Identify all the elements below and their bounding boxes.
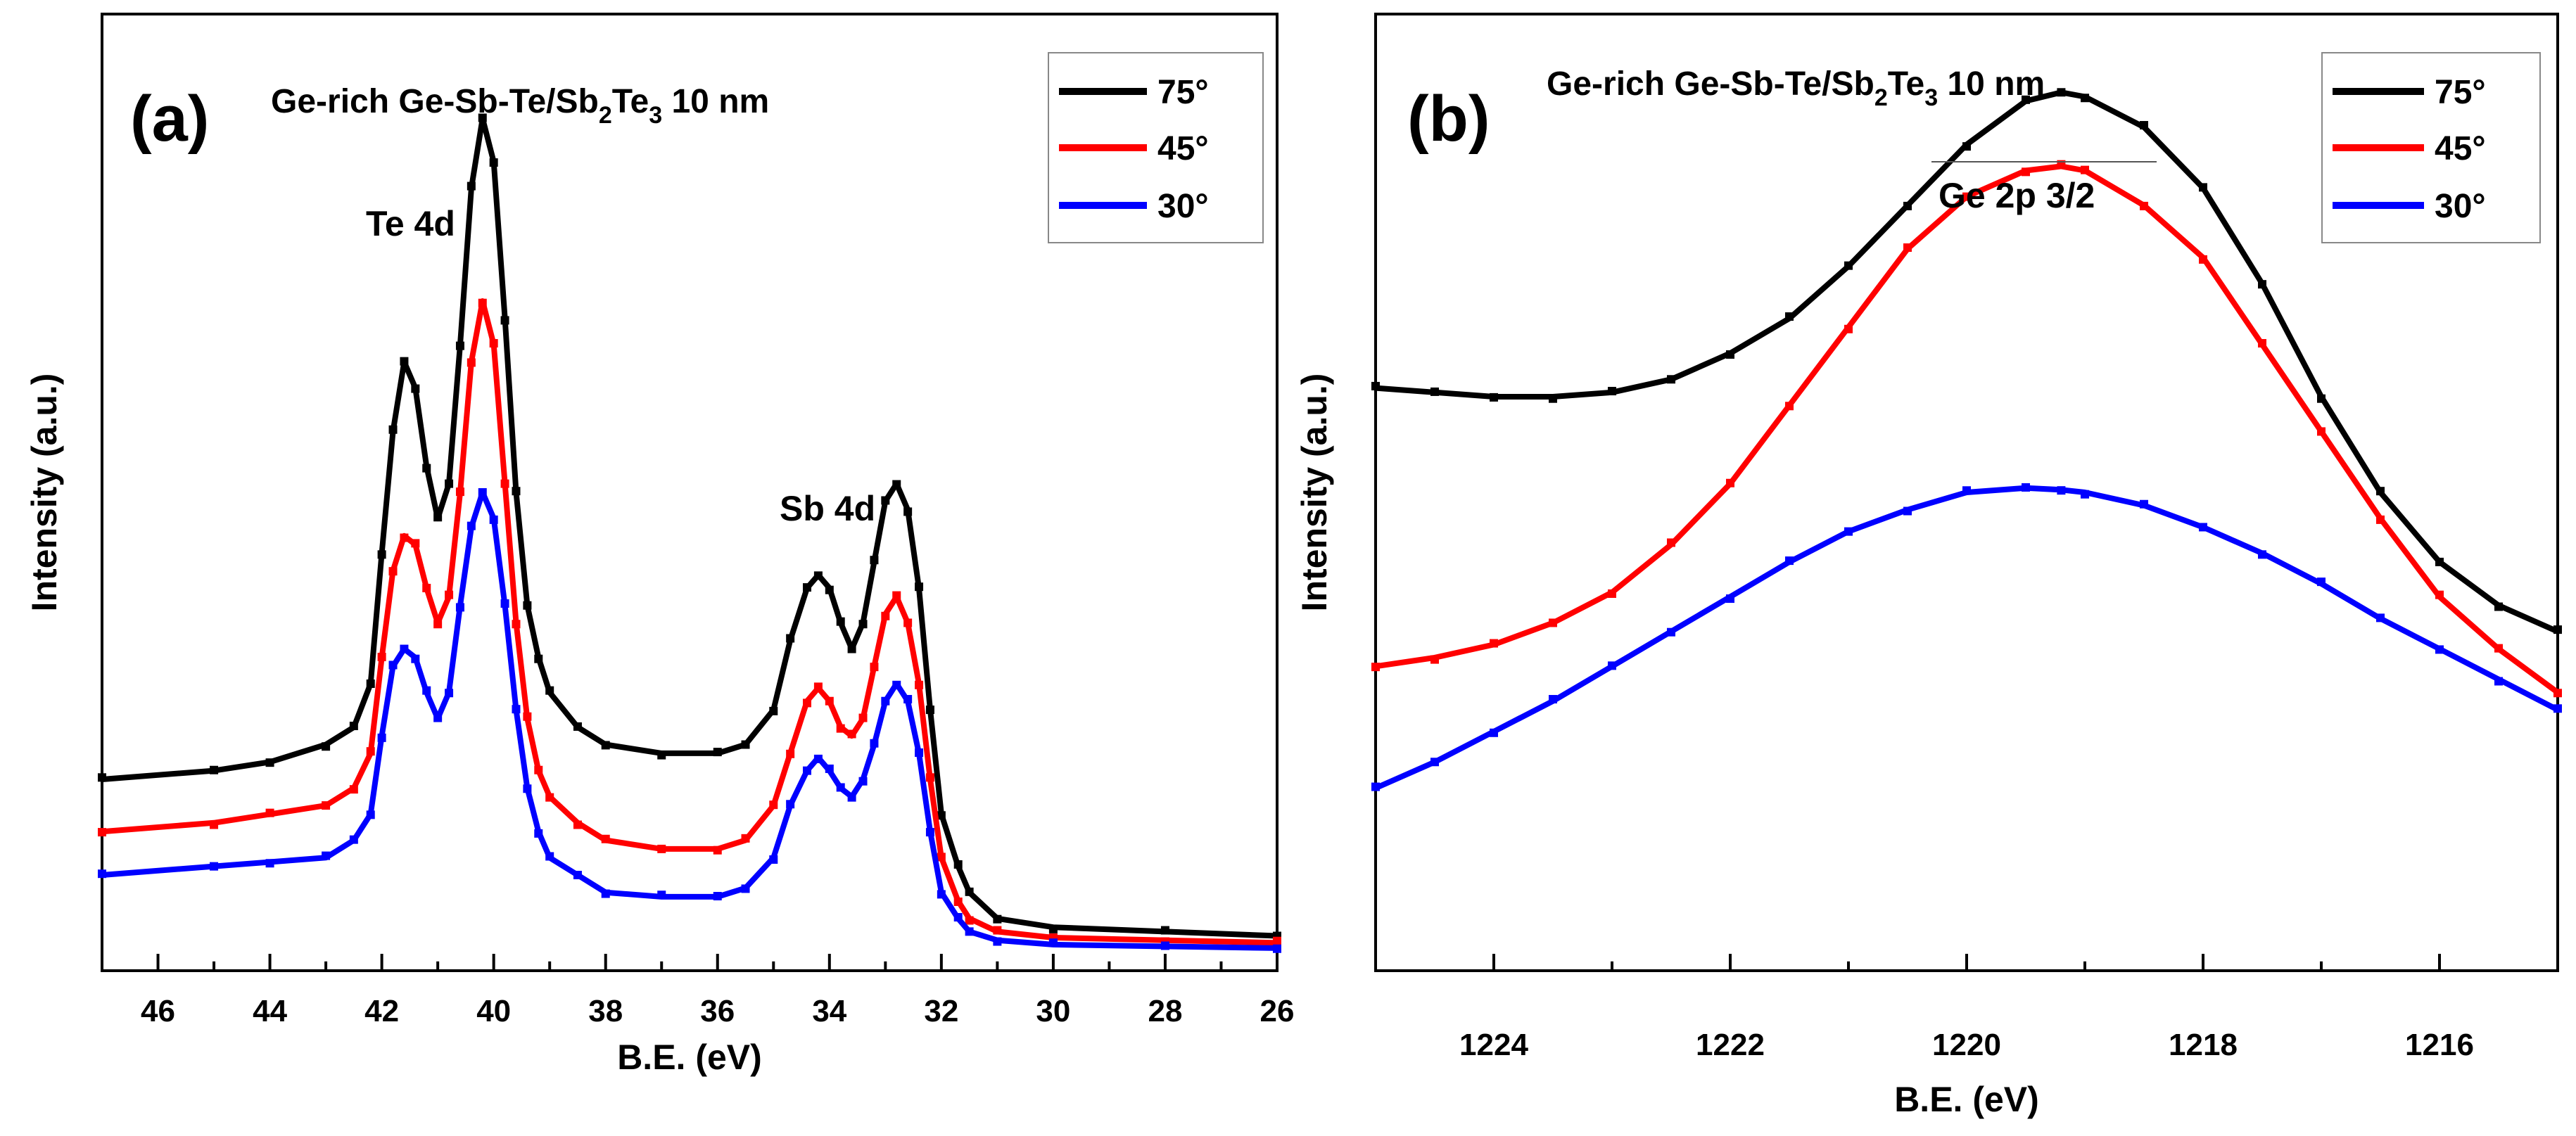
panel-a-legend-label-75: 75°	[1157, 74, 1209, 111]
panel-a-label: (a)	[130, 83, 209, 155]
panel-a-xtick-label: 32	[924, 994, 958, 1028]
panel-a-xtick-label: 28	[1148, 994, 1182, 1028]
panel-b-title: Ge-rich Ge-Sb-Te/Sb2Te3 10 nm	[1547, 65, 2045, 111]
panel-a-legend-label-30: 30°	[1157, 188, 1209, 225]
panel-b-xtick-label: 1220	[1932, 1028, 2001, 1062]
panel-a-series-0-line	[99, 115, 1280, 939]
panel-b-xtick-label: 1218	[2169, 1028, 2238, 1062]
panel-a-xtick-label: 46	[141, 994, 175, 1028]
panel-b-ylabel: Intensity (a.u.)	[1295, 374, 1334, 612]
panel-b-xtick-label: 1224	[1459, 1028, 1528, 1062]
annotation-te-4d: Te 4d	[366, 204, 455, 243]
panel-b-series-2-line	[1373, 485, 2561, 791]
panel-a-series	[98, 113, 1281, 953]
panel-b-legend-label-75: 75°	[2435, 74, 2486, 111]
panel-a-frame	[101, 13, 1279, 972]
panel-a-xtick-label: 36	[700, 994, 735, 1028]
annotation-ge-2p: Ge 2p 3/2	[1939, 176, 2095, 215]
panel-a-legend: 75° 45° 30°	[1048, 52, 1264, 243]
panel-b-series	[1371, 88, 2562, 791]
panel-b-xlabel: B.E. (eV)	[1894, 1080, 2039, 1119]
panel-b: 1224 1222 1220 1218 1216 (b) Ge-rich Ge-Sb-T…	[1295, 13, 2562, 1119]
panel-b-xtick-label: 1222	[1696, 1028, 1765, 1062]
panel-a-series-1-line	[99, 298, 1280, 946]
panel-a-xtick-label: 44	[253, 994, 287, 1028]
panel-a-xlabel: B.E. (eV)	[617, 1038, 762, 1077]
panel-a-xtick-label: 38	[588, 994, 623, 1028]
panel-b-series-1-line	[1373, 163, 2561, 696]
panel-a-title: Ge-rich Ge-Sb-Te/Sb2Te3 10 nm	[271, 83, 769, 129]
panel-b-legend-label-45: 45°	[2435, 130, 2486, 167]
panel-a-legend-label-45: 45°	[1157, 130, 1209, 167]
panel-a-xtick-label: 42	[364, 994, 399, 1028]
panel-a-xtick-label: 40	[476, 994, 511, 1028]
panel-b-series-0-line	[1373, 89, 2561, 634]
panel-a-series-2-line	[99, 490, 1280, 951]
panel-b-label: (b)	[1407, 83, 1490, 155]
panel-a: 46 44 42 40 38 36 34 32 30 28 26 (a) Ge-rich Ge-Sb…	[25, 13, 1295, 1077]
panel-a-xtick-label: 34	[812, 994, 846, 1028]
panel-b-ticks: 1224 1222 1220 1218 1216	[1374, 954, 2559, 1062]
panel-a-xtick-label: 26	[1260, 994, 1295, 1028]
panel-a-ylabel: Intensity (a.u.)	[25, 374, 64, 612]
panel-b-legend: 75° 45° 30°	[2321, 52, 2541, 243]
panel-b-xtick-label: 1216	[2405, 1028, 2474, 1062]
panel-a-ticks: 46 44 42 40 38 36 34 32 30 28 26	[101, 954, 1295, 1028]
panel-b-legend-label-30: 30°	[2435, 188, 2486, 225]
panel-a-xtick-label: 30	[1036, 994, 1070, 1028]
annotation-sb-4d: Sb 4d	[780, 489, 875, 528]
